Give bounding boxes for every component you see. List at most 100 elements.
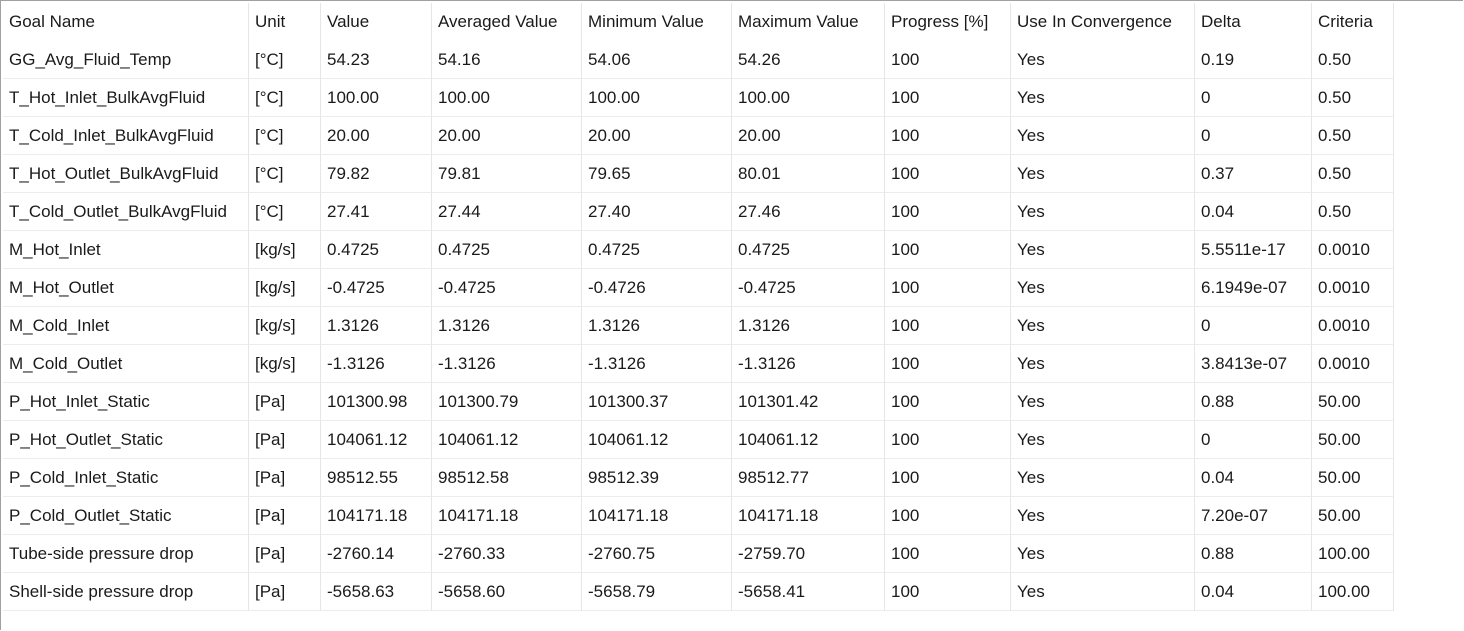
table-cell: 101300.37	[582, 383, 732, 421]
table-cell: 100	[885, 155, 1011, 193]
table-cell: 100	[885, 421, 1011, 459]
table-cell: 50.00	[1312, 421, 1394, 459]
table-cell: 100	[885, 573, 1011, 611]
table-cell: [Pa]	[249, 383, 321, 421]
column-header[interactable]: Unit	[249, 3, 321, 41]
table-cell: 0.50	[1312, 41, 1394, 79]
table-cell: 100	[885, 117, 1011, 155]
table-cell: 1.3126	[321, 307, 432, 345]
table-cell: -5658.63	[321, 573, 432, 611]
table-cell: 0	[1195, 307, 1312, 345]
column-header[interactable]: Use In Convergence	[1011, 3, 1195, 41]
table-cell: -5658.41	[732, 573, 885, 611]
table-cell: 3.8413e-07	[1195, 345, 1312, 383]
table-cell: 20.00	[432, 117, 582, 155]
table-cell: 104061.12	[321, 421, 432, 459]
table-cell: 54.16	[432, 41, 582, 79]
table-cell: 1.3126	[582, 307, 732, 345]
table-cell: 104061.12	[582, 421, 732, 459]
table-cell: 0.0010	[1312, 231, 1394, 269]
table-cell: 100	[885, 231, 1011, 269]
table-cell: 79.65	[582, 155, 732, 193]
table-cell: Yes	[1011, 155, 1195, 193]
table-cell: -0.4725	[732, 269, 885, 307]
table-cell: P_Hot_Inlet_Static	[3, 383, 249, 421]
table-cell: Yes	[1011, 117, 1195, 155]
table-cell: 0.50	[1312, 117, 1394, 155]
table-cell: 101300.79	[432, 383, 582, 421]
table-cell: 104171.18	[732, 497, 885, 535]
table-cell: Yes	[1011, 193, 1195, 231]
table-cell: 104171.18	[321, 497, 432, 535]
table-cell: -1.3126	[432, 345, 582, 383]
table-cell: 5.5511e-17	[1195, 231, 1312, 269]
table-cell: 54.06	[582, 41, 732, 79]
column-header[interactable]: Averaged Value	[432, 3, 582, 41]
table-cell: [kg/s]	[249, 307, 321, 345]
table-cell: Yes	[1011, 421, 1195, 459]
table-cell: T_Hot_Outlet_BulkAvgFluid	[3, 155, 249, 193]
table-cell: 100	[885, 459, 1011, 497]
table-cell: 100.00	[1312, 535, 1394, 573]
table-cell: 50.00	[1312, 383, 1394, 421]
table-cell: Yes	[1011, 459, 1195, 497]
table-cell: 6.1949e-07	[1195, 269, 1312, 307]
table-cell: -2760.75	[582, 535, 732, 573]
table-cell: 0.88	[1195, 383, 1312, 421]
table-cell: 27.40	[582, 193, 732, 231]
column-header[interactable]: Goal Name	[3, 3, 249, 41]
column-header[interactable]: Value	[321, 3, 432, 41]
table-cell: 100	[885, 383, 1011, 421]
table-cell: -2760.14	[321, 535, 432, 573]
table-cell: 104061.12	[432, 421, 582, 459]
table-cell: 100.00	[732, 79, 885, 117]
table-cell: 100.00	[432, 79, 582, 117]
table-cell: Yes	[1011, 497, 1195, 535]
table-cell: [kg/s]	[249, 269, 321, 307]
table-cell: -1.3126	[732, 345, 885, 383]
table-cell: 100	[885, 535, 1011, 573]
column-header[interactable]: Maximum Value	[732, 3, 885, 41]
table-cell: 0.04	[1195, 573, 1312, 611]
table-cell: -5658.79	[582, 573, 732, 611]
table-cell: -1.3126	[321, 345, 432, 383]
table-cell: [kg/s]	[249, 345, 321, 383]
column-header[interactable]: Minimum Value	[582, 3, 732, 41]
table-cell: P_Cold_Inlet_Static	[3, 459, 249, 497]
table-cell: Yes	[1011, 383, 1195, 421]
table-cell: 0.50	[1312, 193, 1394, 231]
table-cell: 20.00	[582, 117, 732, 155]
table-cell: -1.3126	[582, 345, 732, 383]
table-cell: 98512.55	[321, 459, 432, 497]
table-cell: 27.44	[432, 193, 582, 231]
table-cell: 100.00	[1312, 573, 1394, 611]
table-cell: 101301.42	[732, 383, 885, 421]
table-cell: 98512.77	[732, 459, 885, 497]
table-cell: 100	[885, 193, 1011, 231]
table-cell: T_Cold_Outlet_BulkAvgFluid	[3, 193, 249, 231]
table-cell: 54.23	[321, 41, 432, 79]
table-cell: 104171.18	[582, 497, 732, 535]
table-cell: M_Hot_Inlet	[3, 231, 249, 269]
table-cell: 104171.18	[432, 497, 582, 535]
table-cell: Yes	[1011, 535, 1195, 573]
table-cell: 100	[885, 79, 1011, 117]
table-cell: T_Hot_Inlet_BulkAvgFluid	[3, 79, 249, 117]
table-cell: Yes	[1011, 573, 1195, 611]
table-cell: [kg/s]	[249, 231, 321, 269]
table-cell: GG_Avg_Fluid_Temp	[3, 41, 249, 79]
column-header[interactable]: Delta	[1195, 3, 1312, 41]
table-cell: T_Cold_Inlet_BulkAvgFluid	[3, 117, 249, 155]
table-cell: 0	[1195, 421, 1312, 459]
table-cell: 20.00	[321, 117, 432, 155]
table-cell: Tube-side pressure drop	[3, 535, 249, 573]
table-cell: P_Cold_Outlet_Static	[3, 497, 249, 535]
table-cell: [Pa]	[249, 535, 321, 573]
table-cell: -0.4726	[582, 269, 732, 307]
column-header[interactable]: Criteria	[1312, 3, 1394, 41]
table-cell: 0.50	[1312, 79, 1394, 117]
table-cell: 100	[885, 307, 1011, 345]
column-header[interactable]: Progress [%]	[885, 3, 1011, 41]
table-cell: 54.26	[732, 41, 885, 79]
table-cell: 27.46	[732, 193, 885, 231]
